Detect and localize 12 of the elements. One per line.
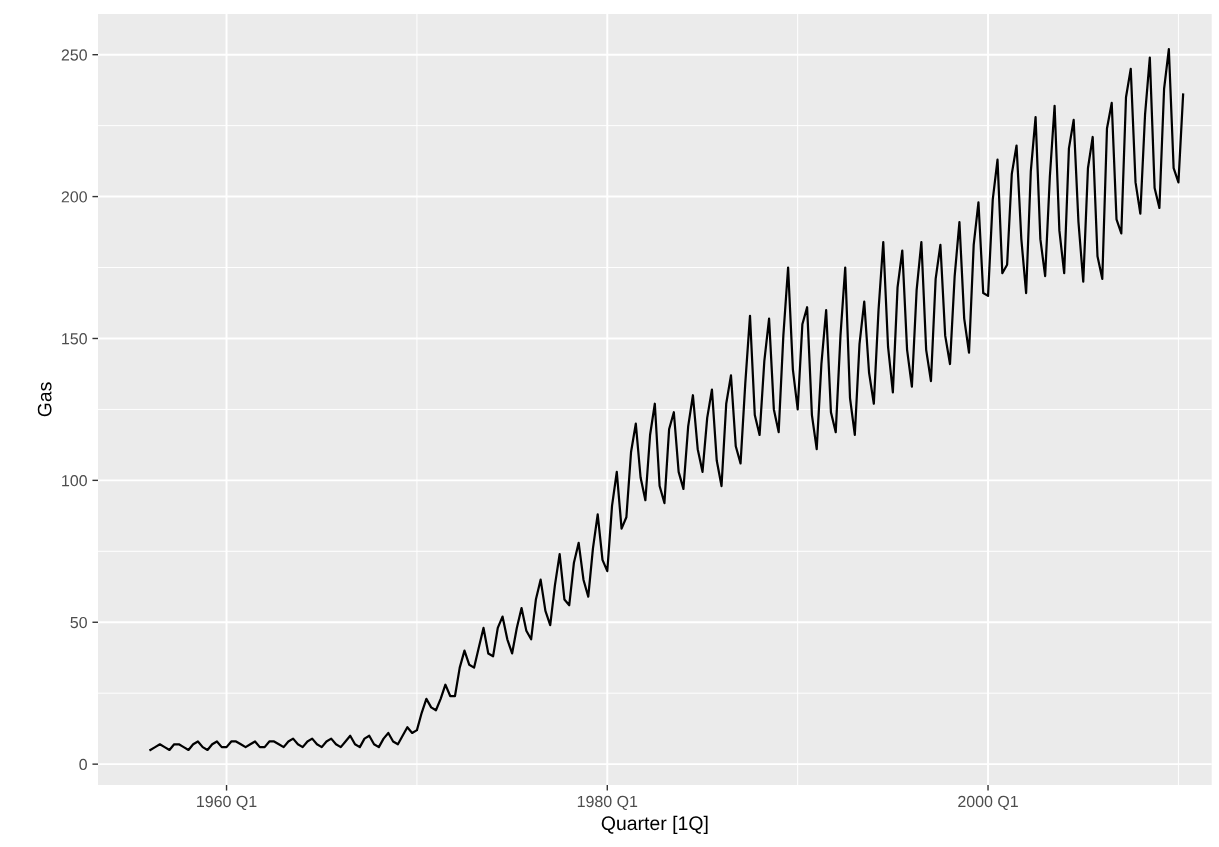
y-tick-label: 250	[61, 49, 87, 61]
y-tick-label: 200	[61, 191, 87, 203]
y-tick-label: 50	[70, 616, 87, 629]
y-tick-label: 150	[62, 333, 87, 345]
x-axis-title: Quarter [1Q]	[601, 815, 708, 834]
y-tick-label: 100	[62, 475, 87, 487]
line-series	[149, 47, 1185, 752]
x-tick-label: 2000 Q1	[958, 795, 1018, 811]
x-tick-label: 1980 Q1	[577, 795, 638, 811]
x-tick-label: 1960 Q1	[197, 795, 257, 811]
y-tick-label: 0	[79, 758, 87, 771]
y-axis-title: Gas	[37, 382, 52, 417]
